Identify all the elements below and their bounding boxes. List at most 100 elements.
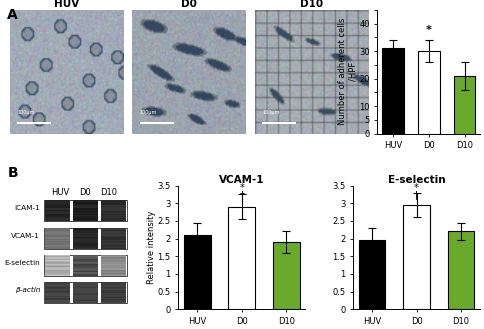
Bar xyxy=(45,301,70,302)
Bar xyxy=(73,209,98,210)
Bar xyxy=(100,299,125,300)
Bar xyxy=(73,261,98,262)
Bar xyxy=(45,245,70,246)
Bar xyxy=(44,255,127,276)
Bar xyxy=(73,213,98,214)
Bar xyxy=(100,207,125,208)
Bar xyxy=(45,299,70,300)
Bar xyxy=(100,244,125,245)
Bar xyxy=(73,274,98,275)
Bar xyxy=(45,235,70,236)
Bar xyxy=(100,293,125,295)
Bar xyxy=(45,255,70,256)
Bar xyxy=(45,287,70,288)
Bar xyxy=(73,269,98,270)
Bar xyxy=(45,243,70,244)
Bar xyxy=(73,255,98,256)
Text: 100μm: 100μm xyxy=(139,110,157,114)
Bar xyxy=(73,229,98,230)
Bar xyxy=(45,284,70,285)
Bar xyxy=(100,259,125,260)
Text: D0: D0 xyxy=(78,188,91,197)
Bar xyxy=(100,209,125,210)
Y-axis label: Relative intensity: Relative intensity xyxy=(147,211,155,284)
Bar xyxy=(100,292,125,293)
Bar xyxy=(73,293,98,295)
Bar xyxy=(44,282,127,303)
Bar xyxy=(45,264,70,266)
Bar xyxy=(73,256,98,257)
Text: *: * xyxy=(425,25,431,35)
Bar xyxy=(100,233,125,234)
Bar xyxy=(45,232,70,233)
Bar xyxy=(45,274,70,275)
Bar xyxy=(73,299,98,300)
Bar xyxy=(100,262,125,263)
Bar xyxy=(73,262,98,263)
Bar xyxy=(447,232,473,309)
Bar xyxy=(73,259,98,260)
Bar xyxy=(73,202,98,204)
Bar xyxy=(45,228,70,229)
Bar xyxy=(100,267,125,268)
Text: *: * xyxy=(413,183,418,193)
Bar xyxy=(100,275,125,276)
Title: D10: D10 xyxy=(300,0,322,9)
Bar xyxy=(73,217,98,218)
Bar xyxy=(100,263,125,264)
Bar xyxy=(73,260,98,261)
Bar xyxy=(100,238,125,239)
Bar xyxy=(45,218,70,219)
Bar xyxy=(381,48,403,134)
Title: E-selectin: E-selectin xyxy=(387,175,444,185)
Bar xyxy=(100,216,125,217)
Bar xyxy=(73,245,98,246)
Bar xyxy=(45,244,70,245)
Bar xyxy=(100,284,125,285)
Bar xyxy=(73,241,98,242)
Bar xyxy=(45,297,70,298)
Bar xyxy=(73,273,98,274)
Y-axis label: Number of adherent cells
/HPF: Number of adherent cells /HPF xyxy=(337,18,357,125)
Bar xyxy=(44,228,127,249)
Bar xyxy=(73,297,98,298)
Bar xyxy=(100,287,125,288)
Bar xyxy=(73,259,98,260)
Bar xyxy=(73,302,98,303)
Bar xyxy=(100,260,125,261)
Bar xyxy=(45,204,70,205)
Bar xyxy=(45,291,70,292)
Bar xyxy=(45,208,70,209)
Bar xyxy=(73,268,98,269)
Bar xyxy=(73,266,98,267)
Bar xyxy=(45,201,70,202)
Bar xyxy=(45,266,70,267)
Bar xyxy=(100,270,125,272)
Bar xyxy=(100,210,125,211)
Bar xyxy=(45,272,70,273)
Bar xyxy=(100,269,125,270)
Bar xyxy=(73,214,98,215)
Bar xyxy=(45,282,70,283)
Text: 100μm: 100μm xyxy=(262,110,279,114)
Bar xyxy=(100,288,125,290)
Bar xyxy=(73,283,98,284)
Bar xyxy=(73,273,98,274)
Bar xyxy=(45,215,70,216)
Bar xyxy=(45,302,70,303)
Bar xyxy=(45,283,70,284)
Bar xyxy=(73,220,98,221)
Bar xyxy=(45,261,70,262)
Bar xyxy=(100,217,125,218)
Bar xyxy=(45,275,70,276)
Bar xyxy=(228,207,255,309)
Bar xyxy=(73,212,98,213)
Bar xyxy=(45,261,70,262)
Bar xyxy=(45,273,70,274)
Bar xyxy=(45,262,70,263)
Bar xyxy=(73,290,98,291)
Bar xyxy=(73,263,98,264)
Bar xyxy=(100,272,125,273)
Bar xyxy=(45,255,70,256)
Bar xyxy=(73,243,98,244)
